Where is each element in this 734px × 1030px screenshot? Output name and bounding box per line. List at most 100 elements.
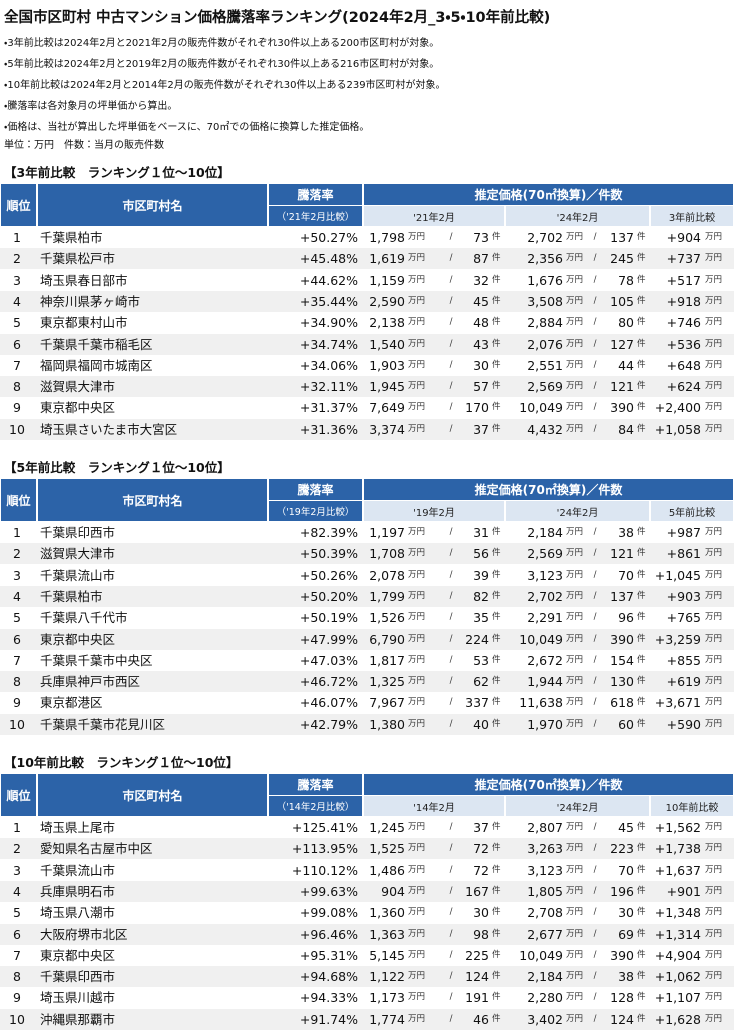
rank: 6 bbox=[13, 926, 21, 942]
rank: 4 bbox=[13, 883, 21, 899]
new-count: 105 bbox=[610, 293, 634, 309]
unit: / bbox=[593, 992, 597, 1003]
rate: +99.08% bbox=[299, 905, 358, 921]
area-name: 東京都中央区 bbox=[40, 631, 116, 647]
unit: 件 bbox=[492, 654, 501, 665]
rank: 1 bbox=[13, 230, 21, 245]
new-count: 121 bbox=[610, 379, 634, 395]
new-price: 3,263 bbox=[527, 841, 563, 857]
rate: +50.39% bbox=[299, 546, 358, 562]
new-price: 3,123 bbox=[527, 567, 563, 583]
unit: 万円 bbox=[705, 843, 723, 854]
unit: 件 bbox=[637, 527, 646, 537]
unit: 万円 bbox=[705, 885, 723, 896]
rank: 10 bbox=[9, 1011, 25, 1027]
unit: 万円 bbox=[705, 949, 723, 960]
unit: / bbox=[449, 274, 453, 285]
table-row: 4 神奈川県茅ヶ崎市 +35.44% 2,590 万円/45 件 3,508 万円/105 件 +… bbox=[0, 290, 734, 313]
unit: / bbox=[449, 928, 453, 939]
unit: 件 bbox=[492, 590, 501, 601]
area-name: 埼玉県さいたま市大宮区 bbox=[40, 421, 178, 437]
unit: 万円 bbox=[408, 295, 426, 306]
new-price: 2,356 bbox=[527, 251, 563, 267]
table-row: 2 愛知県名古屋市中区 +113.95% 1,525 万円/72 件 3,263 万円/223… bbox=[0, 838, 734, 861]
old-price: 2,590 bbox=[369, 293, 405, 309]
unit: / bbox=[593, 402, 597, 413]
diff: +1,562 bbox=[654, 820, 701, 835]
rate: +46.72% bbox=[299, 674, 358, 690]
unit: 件 bbox=[492, 864, 501, 875]
table-row: 2 千葉県松戸市 +45.48% 1,619 万円/87 件 2,356 万円/245 件 +73… bbox=[0, 248, 734, 271]
unit: 件 bbox=[637, 885, 646, 896]
new-price: 10,049 bbox=[519, 631, 563, 647]
unit: 万円 bbox=[705, 676, 723, 687]
table-row: 10 沖縄県那覇市 +91.74% 1,774 万円/46 件 3,402 万円/124 件 +1… bbox=[0, 1008, 734, 1030]
unit: 万円 bbox=[408, 843, 426, 854]
unit: / bbox=[593, 569, 597, 580]
unit: 件 bbox=[637, 633, 646, 644]
unit: 万円 bbox=[705, 864, 723, 875]
header-cell: 5年前比較 bbox=[650, 500, 734, 522]
unit: / bbox=[593, 274, 597, 285]
diff: +737 bbox=[666, 251, 701, 267]
unit: 件 bbox=[637, 569, 646, 580]
rate: +35.44% bbox=[299, 293, 358, 309]
rank: 8 bbox=[13, 674, 21, 690]
old-count: 191 bbox=[465, 990, 489, 1006]
rate: +125.41% bbox=[291, 820, 358, 835]
unit: 万円 bbox=[705, 423, 723, 434]
unit: / bbox=[593, 253, 597, 264]
unit: 万円 bbox=[705, 548, 723, 559]
unit: 件 bbox=[492, 907, 501, 918]
old-price: 1,799 bbox=[369, 588, 405, 604]
rank: 7 bbox=[13, 947, 21, 963]
old-price: 1,619 bbox=[369, 251, 405, 267]
new-count: 390 bbox=[610, 947, 634, 963]
new-price: 2,708 bbox=[527, 905, 563, 921]
new-count: 137 bbox=[610, 588, 634, 604]
diff: +619 bbox=[666, 674, 701, 690]
unit: 件 bbox=[637, 676, 646, 687]
unit: 件 bbox=[492, 697, 501, 708]
rank: 8 bbox=[13, 969, 21, 985]
diff: +901 bbox=[666, 883, 701, 899]
diff: +861 bbox=[666, 546, 701, 562]
new-price: 3,508 bbox=[527, 293, 563, 309]
unit: 万円 bbox=[408, 992, 426, 1003]
diff: +590 bbox=[666, 716, 701, 732]
area-name: 埼玉県八潮市 bbox=[40, 905, 116, 921]
area-name: 埼玉県上尾市 bbox=[40, 820, 116, 835]
unit: 万円 bbox=[566, 633, 584, 644]
new-count: 137 bbox=[610, 230, 634, 245]
header-cell: '14年2月 bbox=[363, 795, 505, 817]
new-price: 2,551 bbox=[527, 357, 563, 373]
diff: +1,738 bbox=[654, 841, 701, 857]
area-name: 埼玉県川越市 bbox=[40, 990, 116, 1006]
rate: +91.74% bbox=[299, 1011, 358, 1027]
new-count: 128 bbox=[610, 990, 634, 1006]
old-price: 1,360 bbox=[369, 905, 405, 921]
new-price: 1,676 bbox=[527, 272, 563, 288]
unit: 件 bbox=[637, 423, 646, 434]
unit: 万円 bbox=[566, 317, 584, 328]
unit: 万円 bbox=[566, 402, 584, 413]
unit: 万円 bbox=[566, 232, 584, 242]
unit: / bbox=[449, 676, 453, 687]
unit: 万円 bbox=[705, 654, 723, 665]
unit: 万円 bbox=[408, 590, 426, 601]
unit: / bbox=[593, 928, 597, 939]
area-name: 千葉県流山市 bbox=[40, 567, 116, 583]
diff: +918 bbox=[666, 293, 701, 309]
rank: 10 bbox=[9, 421, 25, 437]
table-row: 7 千葉県千葉市中央区 +47.03% 1,817 万円/53 件 2,672 万円/154 件… bbox=[0, 650, 734, 672]
old-price: 1,159 bbox=[369, 272, 405, 288]
old-count: 56 bbox=[473, 546, 489, 562]
header-cell: '24年2月 bbox=[505, 795, 650, 817]
unit: 万円 bbox=[408, 338, 426, 349]
new-count: 223 bbox=[610, 841, 634, 857]
unit: 万円 bbox=[566, 569, 584, 580]
unit: 件 bbox=[637, 971, 646, 982]
unit: 件 bbox=[492, 569, 501, 580]
new-count: 154 bbox=[610, 652, 634, 668]
old-price: 5,145 bbox=[369, 947, 405, 963]
